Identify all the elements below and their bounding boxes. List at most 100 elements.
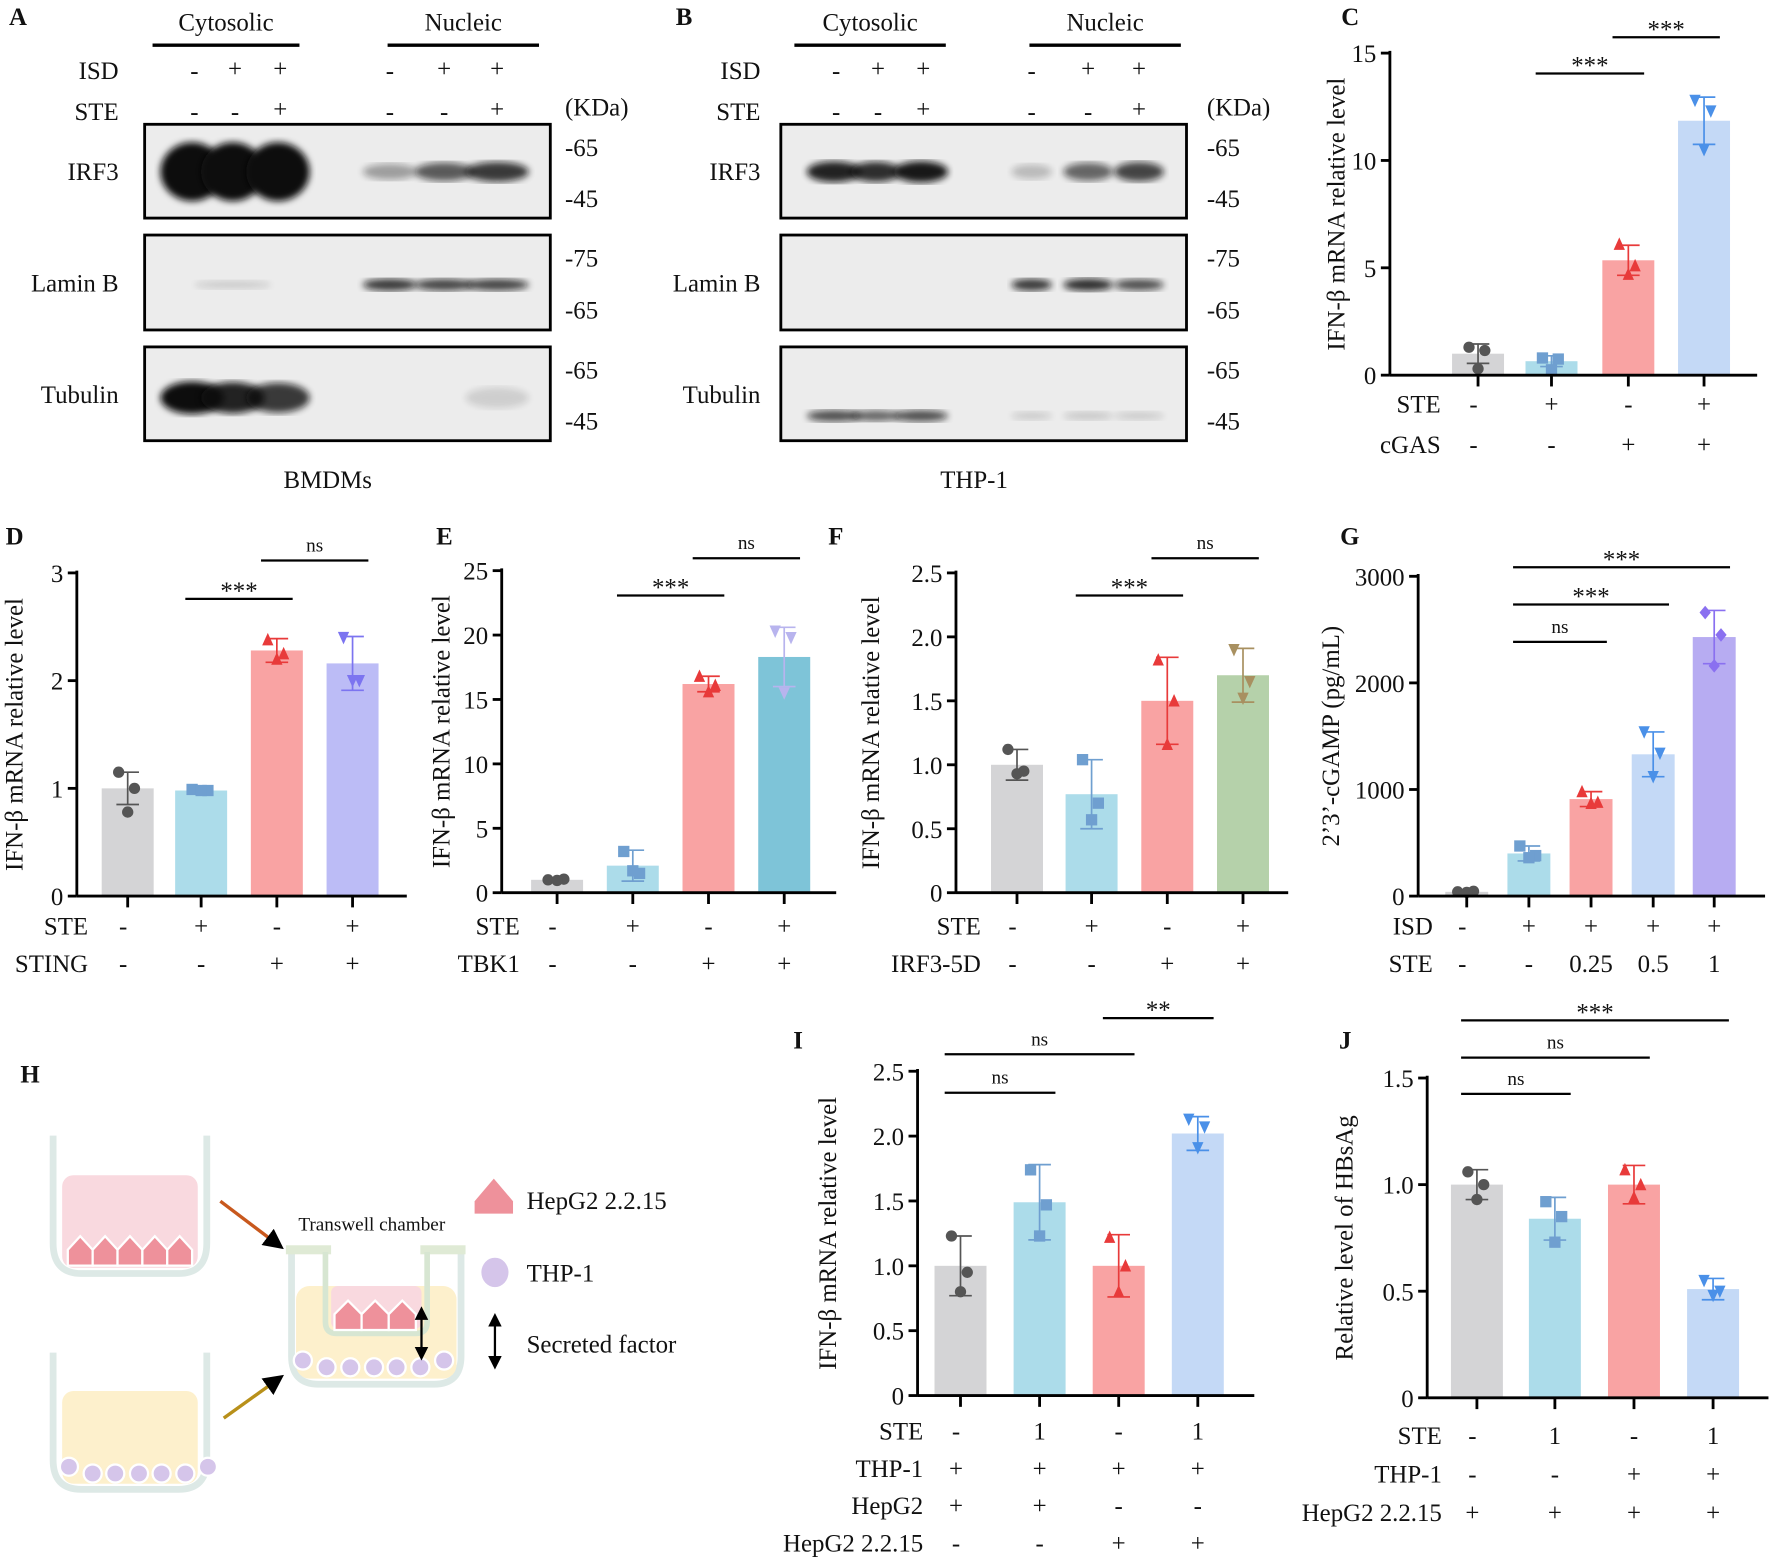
y-tick-label: 3000	[1355, 564, 1405, 591]
data-point	[1085, 814, 1098, 826]
data-point	[702, 684, 715, 698]
data-point	[1628, 1190, 1640, 1204]
condition-value: -	[1458, 951, 1466, 978]
panel-letter-h: H	[20, 1062, 39, 1089]
protein-band	[362, 163, 417, 180]
data-point	[1536, 352, 1549, 364]
protein-band	[1114, 411, 1164, 421]
legend-thp1: THP-1	[527, 1260, 595, 1287]
protein-band	[1114, 162, 1164, 182]
fraction-label: Cytosolic	[822, 10, 917, 37]
y-tick-label: 2.5	[873, 1059, 904, 1086]
thp1-cell	[340, 1357, 361, 1378]
condition-label: STE	[937, 914, 981, 941]
condition-value: -	[1547, 432, 1555, 459]
bar-group	[1602, 237, 1655, 376]
panel-letter-g: G	[1340, 524, 1359, 551]
condition-value: -	[119, 951, 127, 978]
protein-band	[201, 382, 265, 414]
condition-sign: -	[386, 99, 394, 126]
data-point	[128, 782, 141, 795]
y-tick-label: 15	[1351, 41, 1376, 68]
significance-label: ***	[1111, 575, 1148, 602]
data-point	[633, 867, 646, 880]
y-tick-label: 2.5	[911, 561, 942, 588]
insert-rim-right	[420, 1245, 466, 1255]
kda-marker: -65	[1207, 358, 1240, 385]
bar-group	[1678, 94, 1731, 376]
data-point	[1545, 364, 1558, 376]
significance-label: **	[1146, 997, 1171, 1024]
y-tick-label: 2000	[1355, 671, 1405, 698]
data-point	[1514, 840, 1526, 852]
data-point	[1033, 1230, 1046, 1242]
significance-label: ***	[1571, 52, 1608, 79]
data-point	[271, 652, 283, 665]
condition-label: cGAS	[1380, 432, 1441, 459]
data-point	[1463, 341, 1475, 353]
y-tick-label: 1.0	[1383, 1173, 1414, 1200]
significance-label: ns	[992, 1068, 1009, 1089]
bar	[326, 663, 379, 897]
protein-band	[362, 278, 417, 291]
condition-value: -	[1525, 951, 1533, 978]
protein-band	[1063, 411, 1114, 421]
condition-label: STING	[15, 951, 88, 978]
condition-value: -	[704, 914, 712, 941]
bar-group	[682, 669, 735, 893]
condition-value: +	[1085, 914, 1099, 941]
protein-band	[414, 162, 474, 182]
condition-sign: -	[440, 99, 448, 126]
thp1-cell	[316, 1357, 337, 1378]
bar-group	[531, 873, 584, 893]
bar-group	[1452, 341, 1505, 376]
condition-value: +	[777, 951, 791, 978]
y-tick-label: 3	[51, 561, 63, 588]
kda-label: (KDa)	[1207, 94, 1271, 121]
data-point	[1452, 886, 1464, 898]
condition-value: 1	[1707, 1423, 1719, 1450]
condition-value: +	[701, 951, 715, 978]
condition-value: -	[952, 1530, 960, 1557]
data-point	[195, 784, 207, 797]
condition-value: -	[548, 914, 556, 941]
condition-sign: +	[916, 97, 930, 124]
arrow-upper	[219, 1199, 284, 1250]
condition-sign: -	[832, 99, 840, 126]
condition-value: +	[626, 914, 640, 941]
condition-sign: -	[1084, 99, 1092, 126]
condition-value: -	[1468, 1423, 1476, 1450]
arrow-lower	[222, 1374, 284, 1420]
hepg2-cells-insert	[333, 1299, 417, 1332]
condition-value: -	[1115, 1493, 1123, 1520]
cell-line-label: BMDMs	[283, 467, 371, 494]
transwell-diagram: Transwell chamber HepG2 2.2.15 THP-1 Sec…	[49, 1135, 677, 1493]
data-point	[1192, 1142, 1204, 1155]
condition-value: +	[1706, 1500, 1720, 1527]
kda-marker: -65	[565, 298, 598, 325]
bar	[1607, 1184, 1660, 1398]
data-point	[1629, 258, 1641, 272]
bar	[991, 764, 1043, 893]
chart-e: 0 5 10 15 20 25 IFN-β mRNA relative level STE - +…	[429, 533, 837, 978]
significance-label: ***	[652, 575, 689, 602]
significance-label: ns	[1551, 617, 1568, 638]
data-point	[1152, 653, 1164, 666]
condition-label: HepG2 2.2.15	[783, 1530, 923, 1557]
kda-label: (KDa)	[565, 94, 629, 121]
data-point	[1647, 771, 1659, 784]
bar	[1678, 120, 1731, 376]
lower-medium	[62, 1391, 198, 1484]
condition-value: 1	[1192, 1419, 1204, 1446]
panel-letter-j: J	[1339, 1028, 1351, 1055]
bar	[175, 790, 228, 897]
thp1-cell	[363, 1357, 385, 1378]
y-axis-label: IFN-β mRNA relative level	[1324, 78, 1351, 351]
y-tick-label: 20	[463, 623, 488, 650]
y-tick-label: 1.0	[873, 1254, 904, 1281]
condition-label: HepG2 2.2.15	[1302, 1500, 1442, 1527]
condition-sign: +	[228, 56, 242, 83]
kda-marker: -65	[1207, 298, 1240, 325]
data-point	[1002, 743, 1014, 756]
